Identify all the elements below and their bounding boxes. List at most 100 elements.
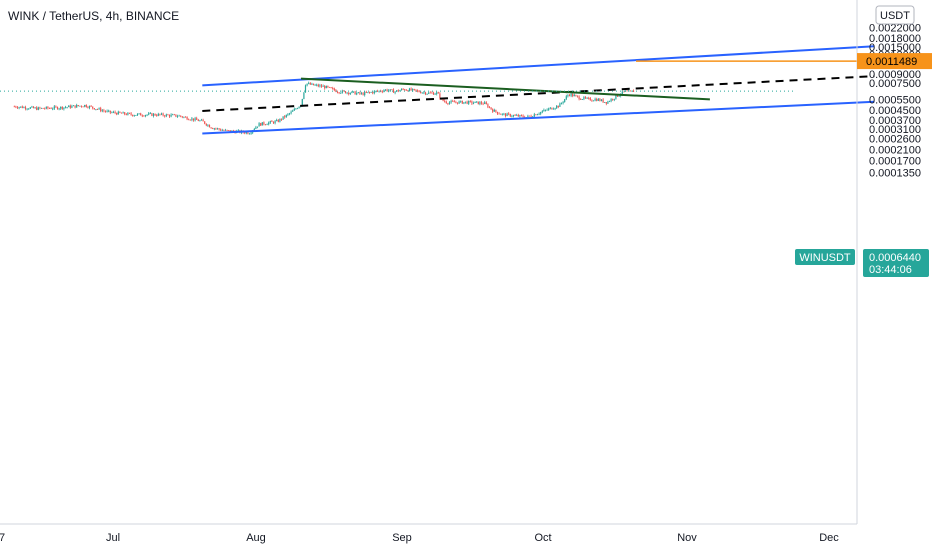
candle-body [610,99,612,102]
candle-body [151,113,153,116]
trendline-3[interactable] [202,75,875,112]
candle-body [394,91,396,93]
candle-body [95,109,97,110]
candle-body [616,95,619,97]
candle-body [45,106,47,109]
candle-body [533,114,535,117]
candle-body [280,118,283,120]
candle-body [364,92,366,96]
price-tick-label: 0.0001700 [869,155,921,167]
time-tick-label: Dec [819,532,839,544]
candle-body [132,114,134,116]
candle-body [538,113,540,115]
candle-body [509,114,511,117]
candle-body [596,99,598,101]
candle-body [455,102,457,104]
candle-body [368,92,371,93]
candle-body [157,113,159,116]
candle-body [146,114,148,116]
candle-body [420,92,422,94]
candle-body [173,114,175,116]
candle-body [66,107,68,108]
candle-body [498,113,500,115]
candle-body [106,110,108,112]
candle-body [223,130,225,131]
candle-body [421,92,423,94]
candle-body [452,100,454,102]
candle-body [530,115,532,117]
candle-body [400,89,403,91]
candle-body [484,102,486,104]
trendline-2[interactable] [202,100,875,135]
candle-body [82,106,84,108]
candle-body [559,103,561,107]
candle-body [450,100,452,103]
candle-body [92,106,94,109]
candle-body [570,93,572,96]
candle-body [408,88,411,92]
candle-body [503,113,505,115]
candle-body [276,120,278,121]
candle-body [180,115,182,117]
candle-body [184,116,187,118]
candle-body [474,101,476,103]
candle-body [482,103,484,105]
candle-body [261,122,263,126]
candle-body [229,130,231,132]
candle-body [266,124,268,126]
candle-body [165,114,167,117]
candle-body [386,89,388,92]
candle-body [621,91,623,95]
candle-body [237,130,239,132]
price-tick-label: 0.0002600 [869,133,921,145]
bar-countdown: 03:44:06 [869,264,912,276]
candle-body [493,109,495,112]
candle-body [580,99,582,100]
candle-body [543,109,545,112]
candle-body [404,89,406,91]
candle-body [32,106,35,109]
candle-body [29,107,31,109]
candle-body [317,84,319,87]
candle-body [415,89,417,91]
alert-price-tag[interactable]: 0.0011489 [857,53,932,70]
candle-body [472,102,475,104]
trendline-4[interactable] [300,77,710,101]
candle-body [186,116,188,120]
candle-body [156,115,158,117]
candle-body [15,106,17,108]
candle-body [63,107,65,109]
candle-body [100,108,102,112]
candle-body [612,99,614,100]
candle-body [573,95,575,97]
candle-body [213,128,215,130]
currency-badge[interactable] [875,5,915,25]
candle-body [519,115,521,117]
candle-body [18,107,20,109]
candle-body [362,93,364,96]
candle-body [120,112,123,114]
candle-body [540,112,542,114]
candle-body [140,113,142,116]
drawings-layer[interactable] [0,45,875,135]
time-tick-label: Oct [534,532,551,544]
candle-body [490,107,492,110]
price-tick-label: 0.0009000 [869,69,921,81]
candle-body [31,106,33,108]
candle-body [512,115,515,117]
candle-body [541,111,543,113]
candle-body [220,129,222,131]
current-price-tag[interactable]: WINUSDT 0.0006440 03:44:06 [795,249,929,277]
candle-body [117,111,119,115]
candle-body [80,105,83,107]
price-axis[interactable]: 0.00220000.00180000.00150000.00130000.00… [869,22,921,179]
price-tick-label: 0.0018000 [869,33,921,45]
candle-body [312,83,315,86]
time-axis[interactable]: 7 Jul Aug Sep Oct Nov Dec [0,532,839,544]
candle-body [340,92,342,94]
candle-body [200,119,203,121]
candle-body [162,113,164,116]
candle-body [567,95,569,97]
candle-body [152,113,155,116]
